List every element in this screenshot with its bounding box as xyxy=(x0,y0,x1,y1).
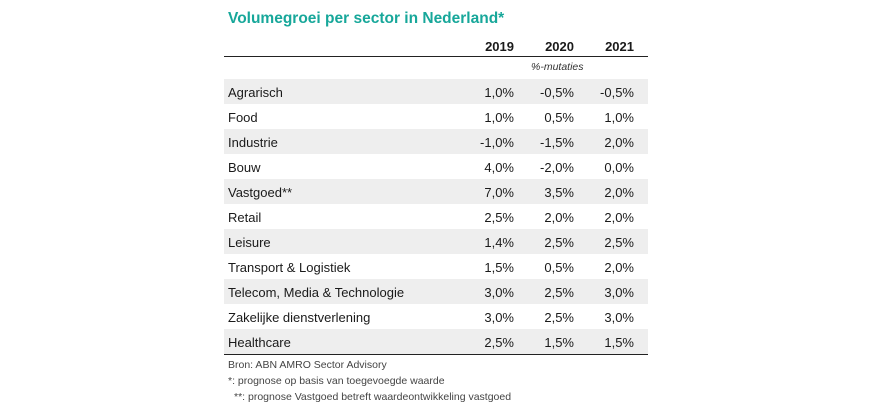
value-cell-2021: -0,5% xyxy=(600,85,634,100)
sector-label: Agrarisch xyxy=(228,85,283,100)
table-row: Healthcare 2,5% 1,5% 1,5% xyxy=(224,329,648,355)
table-row: Industrie -1,0% -1,5% 2,0% xyxy=(224,129,648,154)
value-cell-2021: 3,0% xyxy=(604,285,634,300)
table-row: Retail 2,5% 2,0% 2,0% xyxy=(224,204,648,229)
value-cell-2021: 3,0% xyxy=(604,310,634,325)
value-cell-2021: 2,0% xyxy=(604,260,634,275)
value-cell-2019: 1,0% xyxy=(484,85,514,100)
table-row: Bouw 4,0% -2,0% 0,0% xyxy=(224,154,648,179)
value-cell-2019: 1,4% xyxy=(484,235,514,250)
value-cell-2020: 2,0% xyxy=(544,210,574,225)
value-cell-2019: 3,0% xyxy=(484,285,514,300)
value-cell-2019: 7,0% xyxy=(484,185,514,200)
value-cell-2019: 1,0% xyxy=(484,110,514,125)
value-cell-2021: 0,0% xyxy=(604,160,634,175)
table-row: Food 1,0% 0,5% 1,0% xyxy=(224,104,648,129)
footnotes: Bron: ABN AMRO Sector Advisory *: progno… xyxy=(228,357,648,405)
value-cell-2019: 2,5% xyxy=(484,210,514,225)
value-cell-2021: 1,5% xyxy=(604,335,634,350)
table-row: Vastgoed** 7,0% 3,5% 2,0% xyxy=(224,179,648,204)
value-cell-2020: 2,5% xyxy=(544,285,574,300)
sector-label: Transport & Logistiek xyxy=(228,260,351,275)
table-row: Transport & Logistiek 1,5% 0,5% 2,0% xyxy=(224,254,648,279)
table-row: Zakelijke dienstverlening 3,0% 2,5% 3,0% xyxy=(224,304,648,329)
growth-table-figure: Volumegroei per sector in Nederland* 201… xyxy=(224,6,648,405)
units-row: %-mutaties xyxy=(224,57,648,79)
value-cell-2019: 3,0% xyxy=(484,310,514,325)
units-note: %-mutaties xyxy=(531,61,584,73)
table-row: Telecom, Media & Technologie 3,0% 2,5% 3,0% xyxy=(224,279,648,304)
sector-label: Telecom, Media & Technologie xyxy=(228,285,405,300)
value-cell-2019: -1,0% xyxy=(480,135,514,150)
sector-label: Bouw xyxy=(228,160,261,175)
table-body: Agrarisch 1,0% -0,5% -0,5% Food 1,0% 0,5% 1,0% I… xyxy=(224,79,648,355)
sector-label: Healthcare xyxy=(228,335,291,350)
value-cell-2020: -0,5% xyxy=(540,85,574,100)
value-cell-2020: 2,5% xyxy=(544,235,574,250)
column-header-2020: 2020 xyxy=(545,39,574,54)
sector-label: Leisure xyxy=(228,235,271,250)
value-cell-2021: 2,0% xyxy=(604,185,634,200)
table-row: Agrarisch 1,0% -0,5% -0,5% xyxy=(224,79,648,104)
value-cell-2019: 2,5% xyxy=(484,335,514,350)
sector-label: Zakelijke dienstverlening xyxy=(228,310,371,325)
chart-title: Volumegroei per sector in Nederland* xyxy=(228,10,505,27)
sector-label: Vastgoed** xyxy=(228,185,293,200)
value-cell-2020: -2,0% xyxy=(540,160,574,175)
column-header-2019: 2019 xyxy=(485,39,514,54)
sector-label: Industrie xyxy=(228,135,278,150)
value-cell-2019: 4,0% xyxy=(484,160,514,175)
sector-label: Food xyxy=(228,110,258,125)
sector-label: Retail xyxy=(228,210,262,225)
value-cell-2021: 1,0% xyxy=(604,110,634,125)
source-note: Bron: ABN AMRO Sector Advisory xyxy=(228,359,387,371)
value-cell-2020: 2,5% xyxy=(544,310,574,325)
value-cell-2020: 0,5% xyxy=(544,260,574,275)
value-cell-2021: 2,0% xyxy=(604,210,634,225)
column-header-2021: 2021 xyxy=(605,39,634,54)
value-cell-2020: 1,5% xyxy=(544,335,574,350)
footnote-1: *: prognose op basis van toegevoegde waa… xyxy=(228,375,445,387)
table-header: 2019 2020 2021 xyxy=(224,32,648,57)
value-cell-2020: -1,5% xyxy=(540,135,574,150)
value-cell-2020: 3,5% xyxy=(544,185,574,200)
value-cell-2019: 1,5% xyxy=(484,260,514,275)
footnote-2: **: prognose Vastgoed betreft waardeontw… xyxy=(234,391,512,403)
value-cell-2021: 2,0% xyxy=(604,135,634,150)
value-cell-2021: 2,5% xyxy=(604,235,634,250)
value-cell-2020: 0,5% xyxy=(544,110,574,125)
table-row: Leisure 1,4% 2,5% 2,5% xyxy=(224,229,648,254)
